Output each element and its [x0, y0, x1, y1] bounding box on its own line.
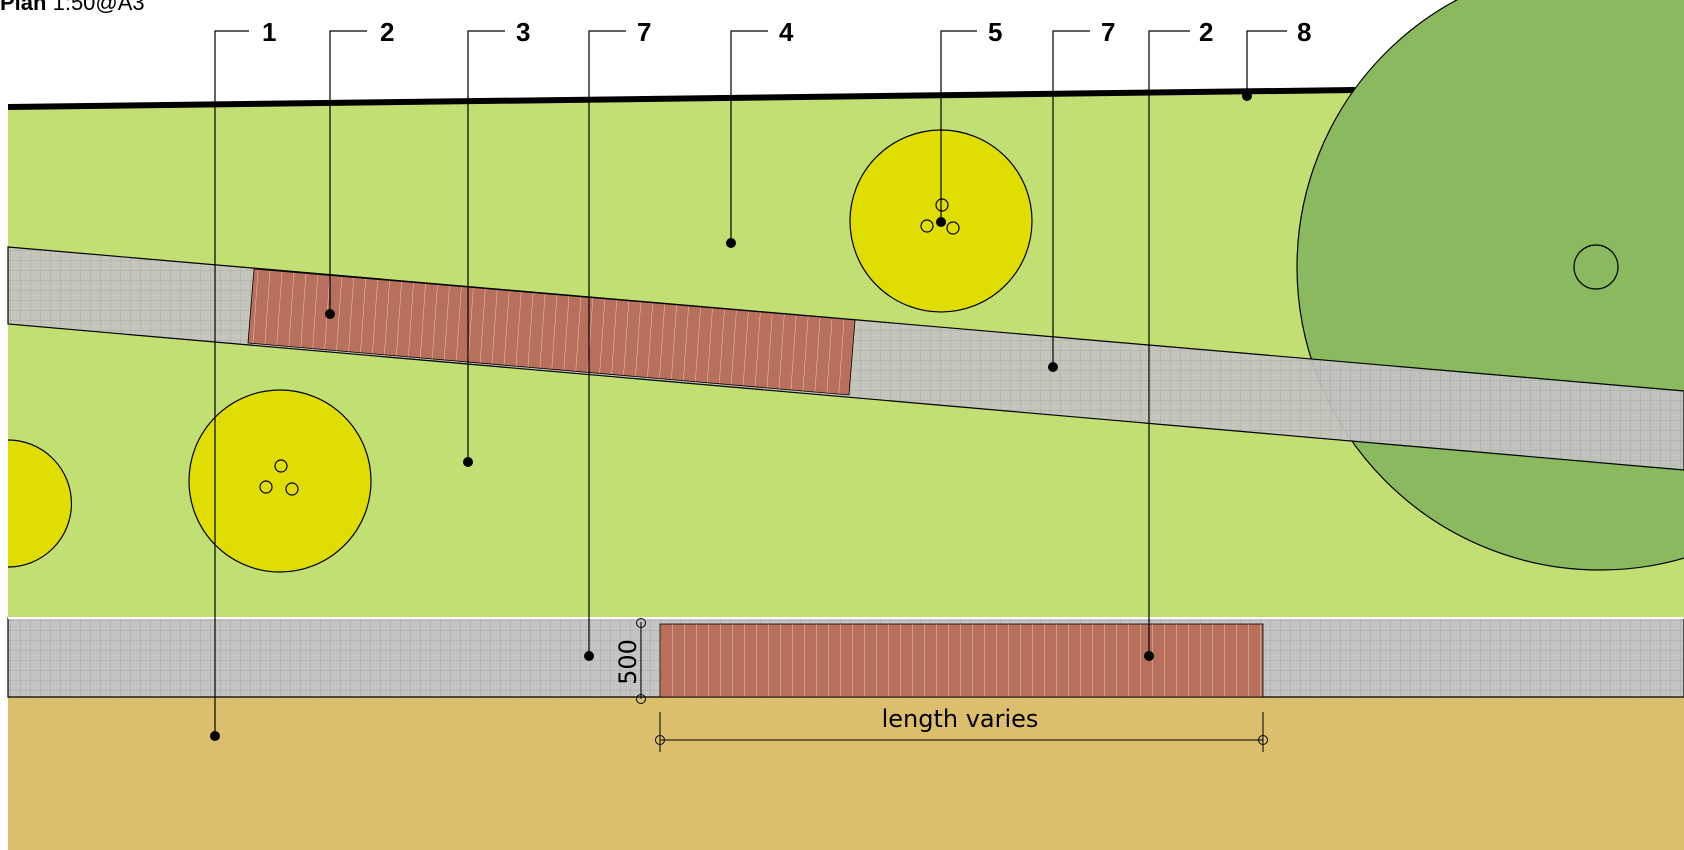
plan-scale: 1:50@A3	[52, 0, 145, 15]
callout-2: 2	[380, 17, 394, 47]
length-dimension: length varies	[655, 705, 1268, 752]
boundary-line	[7, 87, 1356, 110]
callout-7b: 7	[1101, 17, 1115, 47]
callout-2b: 2	[1199, 17, 1213, 47]
diagonal-brick-section	[247, 268, 856, 396]
shrub-3-partial	[7, 439, 73, 568]
plan-title-label: Plan	[0, 0, 47, 15]
leader-lines	[214, 30, 1287, 736]
callout-7: 7	[637, 17, 651, 47]
callout-4: 4	[779, 17, 794, 47]
leader-dots	[210, 91, 1252, 741]
bottom-brick-section	[659, 623, 1264, 698]
callout-5: 5	[988, 17, 1002, 47]
length-dimension-label: length varies	[882, 705, 1039, 733]
callout-1: 1	[262, 17, 276, 47]
width-dimension: 500	[614, 618, 646, 704]
shrub-2	[188, 389, 372, 573]
width-dimension-label: 500	[614, 639, 642, 685]
tree-trunk	[1573, 244, 1619, 290]
callout-8: 8	[1297, 17, 1311, 47]
callout-3: 3	[516, 17, 530, 47]
plan-title: Plan 1:50@A3	[0, 0, 145, 16]
